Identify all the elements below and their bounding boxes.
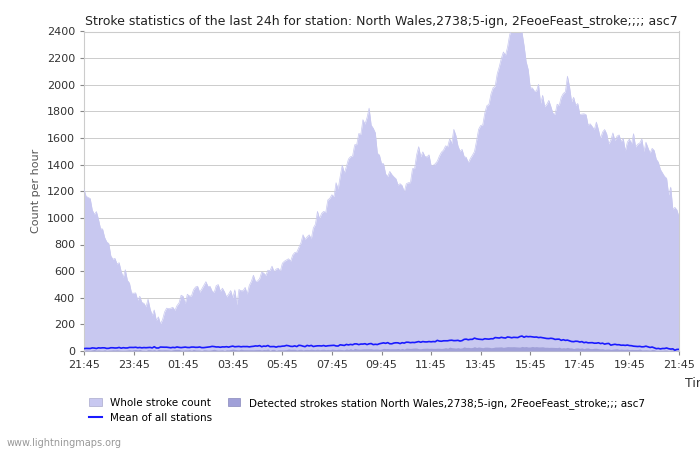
Y-axis label: Count per hour: Count per hour xyxy=(32,149,41,234)
Legend: Whole stroke count, Mean of all stations, Detected strokes station North Wales,2: Whole stroke count, Mean of all stations… xyxy=(89,398,645,423)
Title: Stroke statistics of the last 24h for station: North Wales,2738;5-ign, 2FeoeFeas: Stroke statistics of the last 24h for st… xyxy=(85,14,678,27)
Text: www.lightningmaps.org: www.lightningmaps.org xyxy=(7,438,122,448)
Text: Time: Time xyxy=(685,377,700,390)
